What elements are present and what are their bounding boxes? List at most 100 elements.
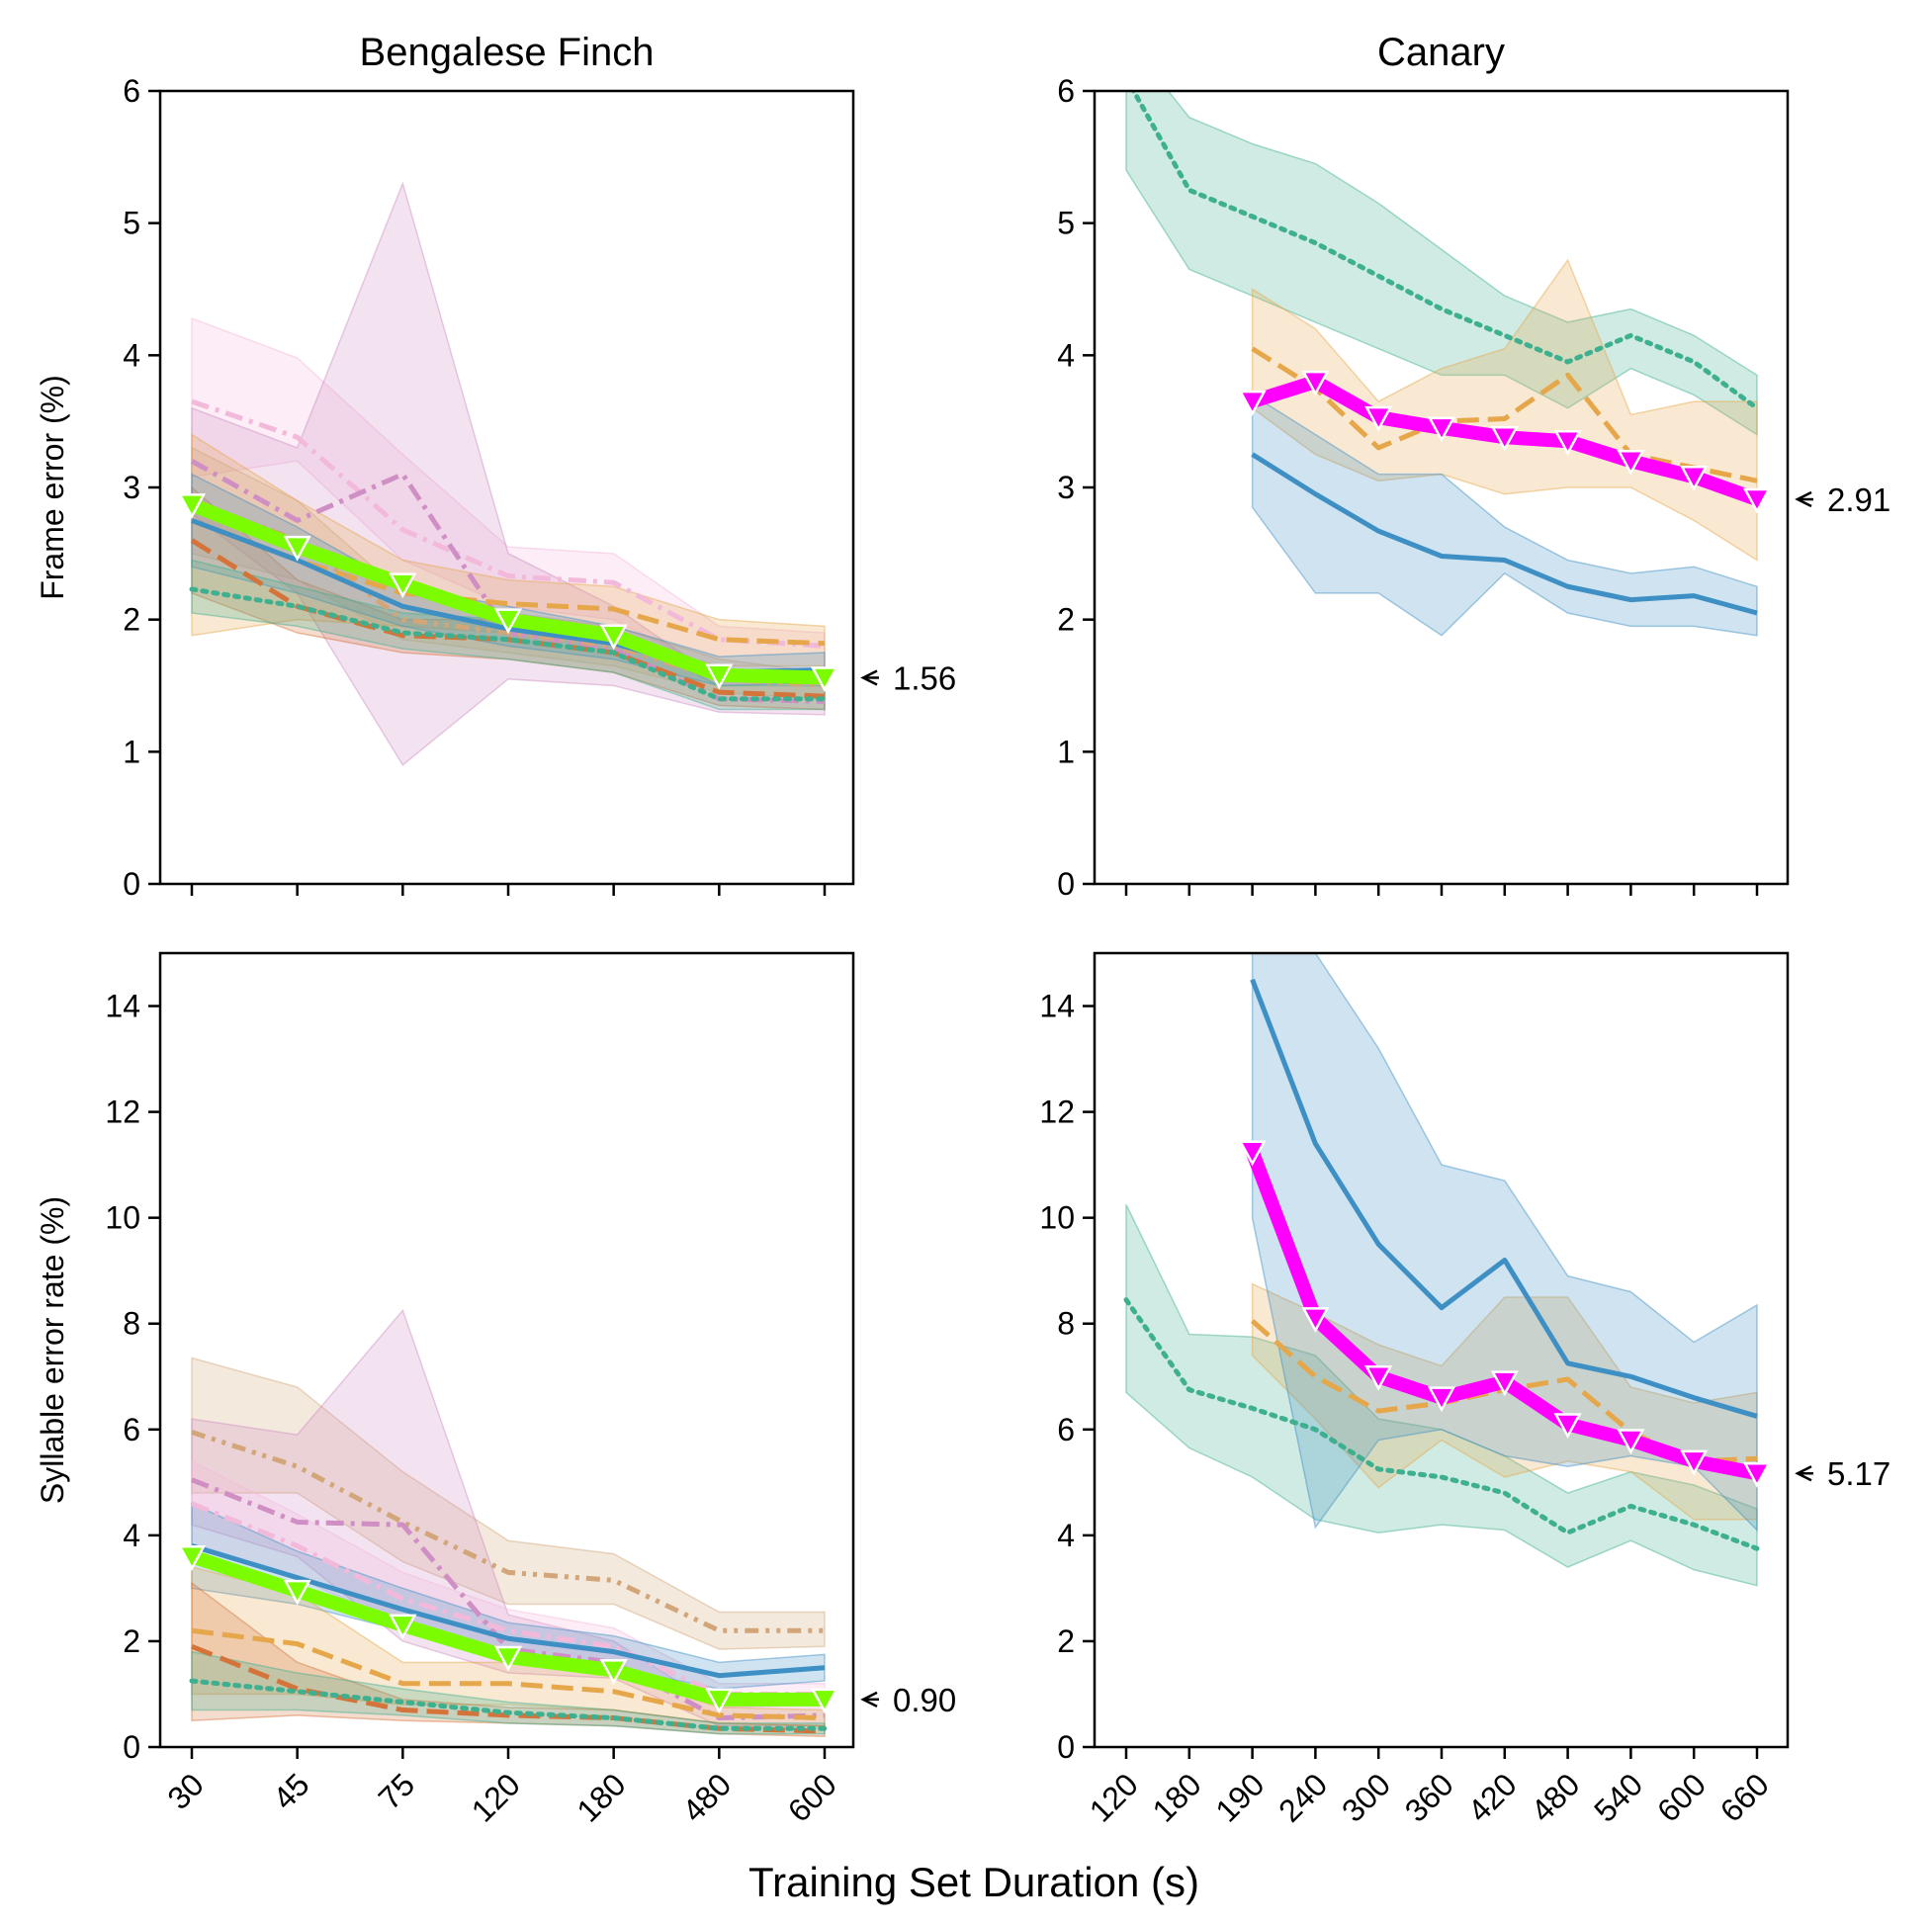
data-point-marker	[599, 624, 628, 651]
y-axis-label: Frame error (%)	[35, 375, 70, 600]
y-tick-label: 6	[123, 1412, 140, 1447]
data-point-marker	[1553, 1413, 1582, 1440]
data-point-marker	[493, 608, 523, 635]
y-tick-label: 2	[1057, 1623, 1075, 1659]
x-tick-label: 600	[781, 1766, 843, 1828]
x-tick-label: 360	[1398, 1766, 1460, 1828]
x-tick-label: 660	[1713, 1766, 1776, 1828]
data-point-marker	[1427, 416, 1456, 443]
y-tick-label: 0	[123, 866, 140, 902]
y-tick-label: 6	[1057, 1412, 1075, 1447]
series-line-4	[191, 1627, 826, 1721]
x-tick-label: 45	[266, 1766, 316, 1816]
data-point-marker	[1742, 487, 1772, 514]
series-band-1	[191, 1308, 826, 1727]
y-tick-label: 0	[1057, 1729, 1075, 1765]
data-point-marker	[1301, 370, 1330, 396]
panel-title: Canary	[1377, 31, 1505, 74]
series-band-0	[191, 1357, 826, 1650]
annotation-value: 5.17	[1827, 1455, 1890, 1492]
data-point-marker	[1680, 466, 1709, 491]
y-tick-label: 1	[123, 734, 140, 769]
series-band-4	[191, 1566, 826, 1727]
plot-area	[1125, 91, 1772, 637]
x-tick-label: 300	[1335, 1766, 1397, 1828]
data-point-marker	[177, 493, 207, 519]
x-tick-label: 30	[160, 1766, 211, 1816]
annotation-value: 2.91	[1827, 482, 1890, 518]
series-line-0	[191, 1430, 825, 1633]
y-tick-label: 0	[1057, 866, 1075, 902]
x-tick-label: 120	[465, 1766, 527, 1828]
series-band-1	[1251, 258, 1758, 562]
series-line-6	[189, 586, 828, 702]
data-point-marker	[810, 1688, 839, 1714]
data-point-marker	[1427, 1386, 1456, 1413]
y-tick-label: 12	[1039, 1095, 1075, 1130]
x-tick-label: 180	[1146, 1766, 1208, 1828]
y-tick-label: 0	[123, 1729, 140, 1765]
series-band-2	[191, 433, 826, 667]
data-point-marker	[493, 1645, 523, 1672]
y-tick-label: 8	[1057, 1306, 1075, 1342]
data-point-marker	[177, 1545, 207, 1571]
series-line-2	[1250, 978, 1758, 1419]
x-tick-label: 180	[570, 1766, 632, 1828]
data-point-marker	[705, 1688, 734, 1714]
annotation-value: 1.56	[893, 659, 956, 696]
y-tick-label: 3	[1057, 470, 1075, 505]
panel-bengalese-frame-error: 0 1 2 3 4 5 6 Bengalese Finch Frame error (%) 1.5…	[35, 31, 956, 902]
y-tick-label: 14	[1039, 989, 1075, 1024]
data-point-marker	[1238, 1140, 1267, 1167]
y-tick-label: 2	[123, 602, 140, 638]
plot-area	[177, 181, 839, 766]
x-tick-label: 480	[1524, 1766, 1586, 1828]
panel-canary-frame-error: 0 1 2 3 4 5 6 Canary 2.91	[1057, 31, 1890, 902]
axes-frame	[158, 951, 855, 1749]
x-tick-label: 190	[1208, 1766, 1271, 1828]
series-line-0	[191, 398, 826, 649]
y-tick-label: 12	[105, 1095, 140, 1130]
series-line-6	[189, 1678, 828, 1731]
y-tick-label: 3	[123, 470, 140, 505]
y-tick-label: 4	[123, 1518, 140, 1553]
data-point-marker	[1490, 1370, 1519, 1397]
data-point-marker	[283, 1579, 311, 1606]
y-tick-label: 5	[123, 206, 140, 241]
y-tick-label: 5	[1057, 206, 1075, 241]
data-point-marker	[1364, 1365, 1393, 1391]
y-tick-label: 14	[105, 989, 140, 1024]
x-tick-label: 120	[1083, 1766, 1145, 1828]
y-tick-label: 2	[1057, 602, 1075, 638]
data-point-marker	[1490, 425, 1519, 452]
x-tick-label: 600	[1650, 1766, 1712, 1828]
data-point-marker	[1364, 405, 1393, 432]
data-point-marker	[1301, 1307, 1330, 1333]
series-line-1	[1251, 346, 1758, 483]
series-line-2	[191, 1501, 825, 1697]
data-point-marker	[1617, 1429, 1645, 1455]
panel-title: Bengalese Finch	[360, 31, 655, 74]
y-tick-label: 2	[123, 1623, 140, 1659]
y-tick-label: 4	[1057, 337, 1075, 373]
y-tick-label: 6	[123, 73, 140, 109]
y-tick-label: 6	[1057, 73, 1075, 109]
data-point-marker	[599, 1659, 628, 1685]
series-band-1	[1251, 1282, 1758, 1521]
series-line-3	[191, 1543, 826, 1679]
x-tick-label: 540	[1587, 1766, 1649, 1828]
data-point-marker	[1238, 390, 1267, 416]
y-tick-label: 1	[1057, 734, 1075, 769]
plot-area	[1123, 953, 1772, 1587]
series-line-2	[1251, 452, 1758, 616]
series-band-2	[1251, 953, 1758, 1533]
data-point-marker	[1742, 1461, 1772, 1488]
plot-area	[177, 1308, 839, 1738]
data-point-marker	[389, 1614, 417, 1640]
data-point-marker	[1680, 1449, 1709, 1476]
y-tick-label: 4	[1057, 1518, 1075, 1553]
panel-canary-syllable-error: 0 2 4 6 8 10 12 14 120 180 190 240 300 360 420 480 540 60…	[1039, 951, 1890, 1829]
series-line-5	[191, 1643, 826, 1734]
x-tick-label: 75	[372, 1766, 422, 1816]
